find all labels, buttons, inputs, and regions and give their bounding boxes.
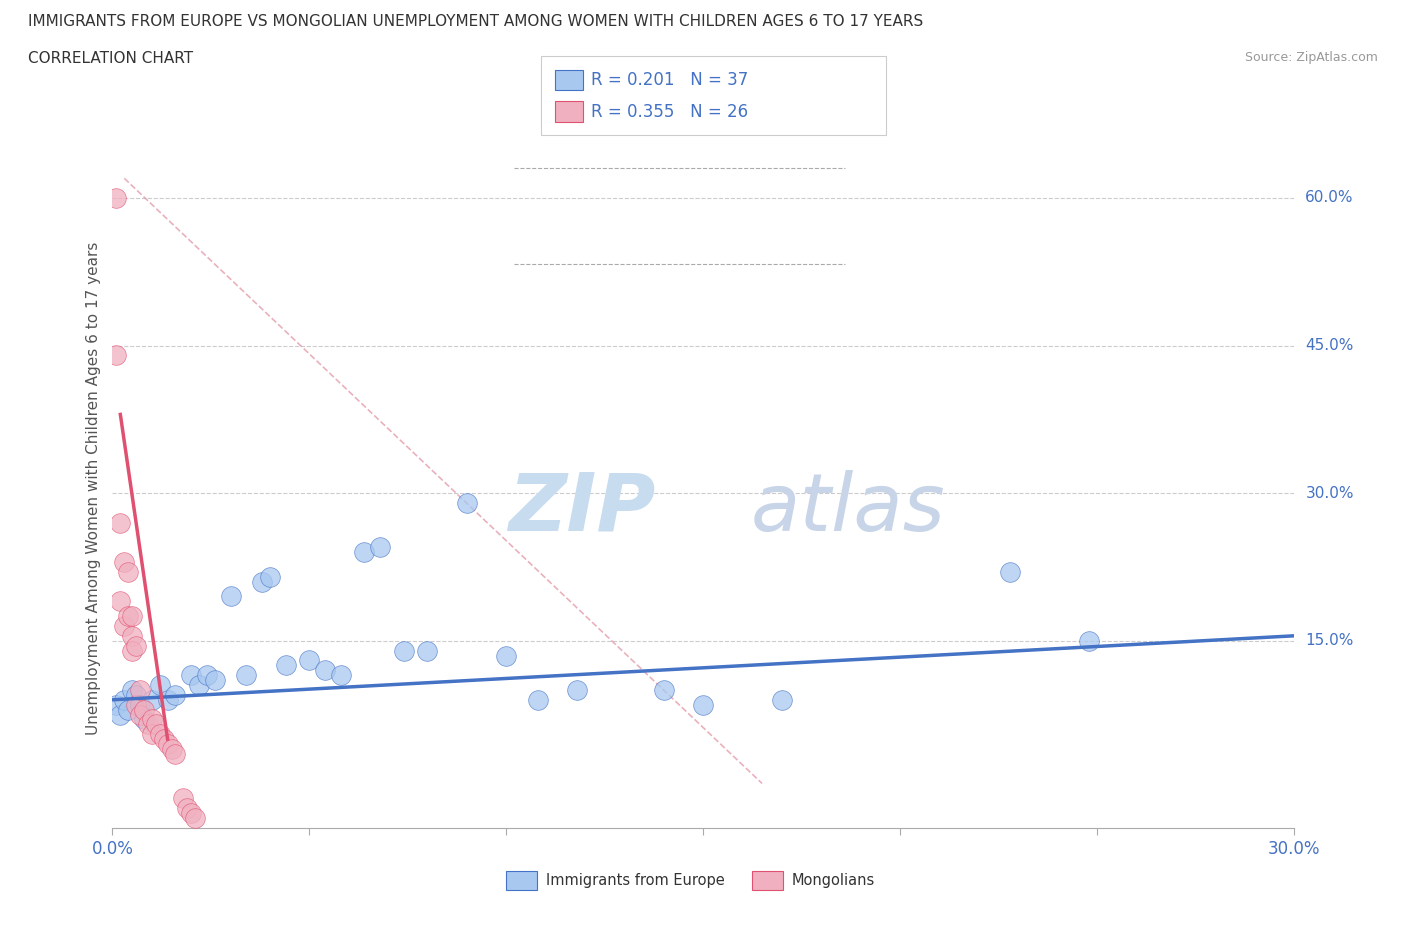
Point — [105, 348, 128, 363]
Point — [129, 698, 152, 712]
Text: ZIP: ZIP — [509, 470, 655, 548]
Point — [129, 683, 152, 698]
Point — [149, 726, 172, 741]
Point — [156, 737, 179, 751]
Text: CORRELATION CHART: CORRELATION CHART — [28, 51, 193, 66]
Point — [145, 717, 167, 732]
Text: Immigrants from Europe: Immigrants from Europe — [546, 873, 724, 888]
Text: 45.0%: 45.0% — [1305, 339, 1354, 353]
Point — [105, 698, 128, 712]
Point — [692, 698, 714, 712]
Point — [149, 678, 172, 693]
Point — [180, 805, 202, 820]
Text: 30.0%: 30.0% — [1305, 485, 1354, 500]
Point — [121, 609, 143, 624]
Point — [112, 554, 135, 569]
Point — [136, 717, 159, 732]
Point — [125, 698, 148, 712]
Point — [219, 589, 242, 604]
Point — [117, 609, 139, 624]
Point — [298, 653, 321, 668]
Point — [141, 692, 163, 707]
Point — [117, 565, 139, 579]
Point — [274, 658, 297, 672]
Point — [368, 539, 391, 554]
Point — [141, 726, 163, 741]
Point — [353, 545, 375, 560]
Point — [125, 638, 148, 653]
Text: 15.0%: 15.0% — [1305, 633, 1354, 648]
Point — [110, 515, 132, 530]
Point — [188, 678, 211, 693]
Text: R = 0.201   N = 37: R = 0.201 N = 37 — [591, 71, 748, 89]
Text: atlas: atlas — [751, 470, 945, 548]
Text: Source: ZipAtlas.com: Source: ZipAtlas.com — [1244, 51, 1378, 64]
Point — [204, 672, 226, 687]
Point — [160, 741, 183, 756]
Text: R = 0.355   N = 26: R = 0.355 N = 26 — [591, 102, 748, 121]
Point — [105, 191, 128, 206]
Point — [456, 496, 478, 511]
Point — [195, 668, 218, 683]
Point — [152, 732, 174, 747]
Point — [165, 687, 187, 702]
Point — [165, 747, 187, 762]
Point — [176, 801, 198, 816]
Point — [121, 644, 143, 658]
Text: Mongolians: Mongolians — [792, 873, 875, 888]
Point — [392, 644, 415, 658]
Point — [180, 668, 202, 683]
Point — [495, 648, 517, 663]
Point — [121, 683, 143, 698]
Point — [259, 569, 281, 584]
Point — [250, 575, 273, 590]
Point — [172, 790, 194, 805]
Point — [652, 683, 675, 698]
Point — [235, 668, 257, 683]
Text: IMMIGRANTS FROM EUROPE VS MONGOLIAN UNEMPLOYMENT AMONG WOMEN WITH CHILDREN AGES : IMMIGRANTS FROM EUROPE VS MONGOLIAN UNEM… — [28, 14, 924, 29]
Point — [132, 702, 155, 717]
Point — [156, 692, 179, 707]
Point — [565, 683, 588, 698]
Point — [998, 565, 1021, 579]
Point — [112, 692, 135, 707]
Point — [770, 692, 793, 707]
Point — [125, 687, 148, 702]
Point — [112, 618, 135, 633]
Point — [314, 663, 336, 678]
Text: 60.0%: 60.0% — [1305, 191, 1354, 206]
Y-axis label: Unemployment Among Women with Children Ages 6 to 17 years: Unemployment Among Women with Children A… — [86, 242, 101, 735]
Point — [117, 702, 139, 717]
Point — [121, 629, 143, 644]
Point — [416, 644, 439, 658]
Point — [132, 712, 155, 727]
Point — [110, 707, 132, 722]
Point — [526, 692, 548, 707]
Point — [329, 668, 352, 683]
Point — [110, 594, 132, 609]
Point — [184, 810, 207, 825]
Point — [1077, 633, 1099, 648]
Point — [129, 707, 152, 722]
Point — [141, 712, 163, 727]
